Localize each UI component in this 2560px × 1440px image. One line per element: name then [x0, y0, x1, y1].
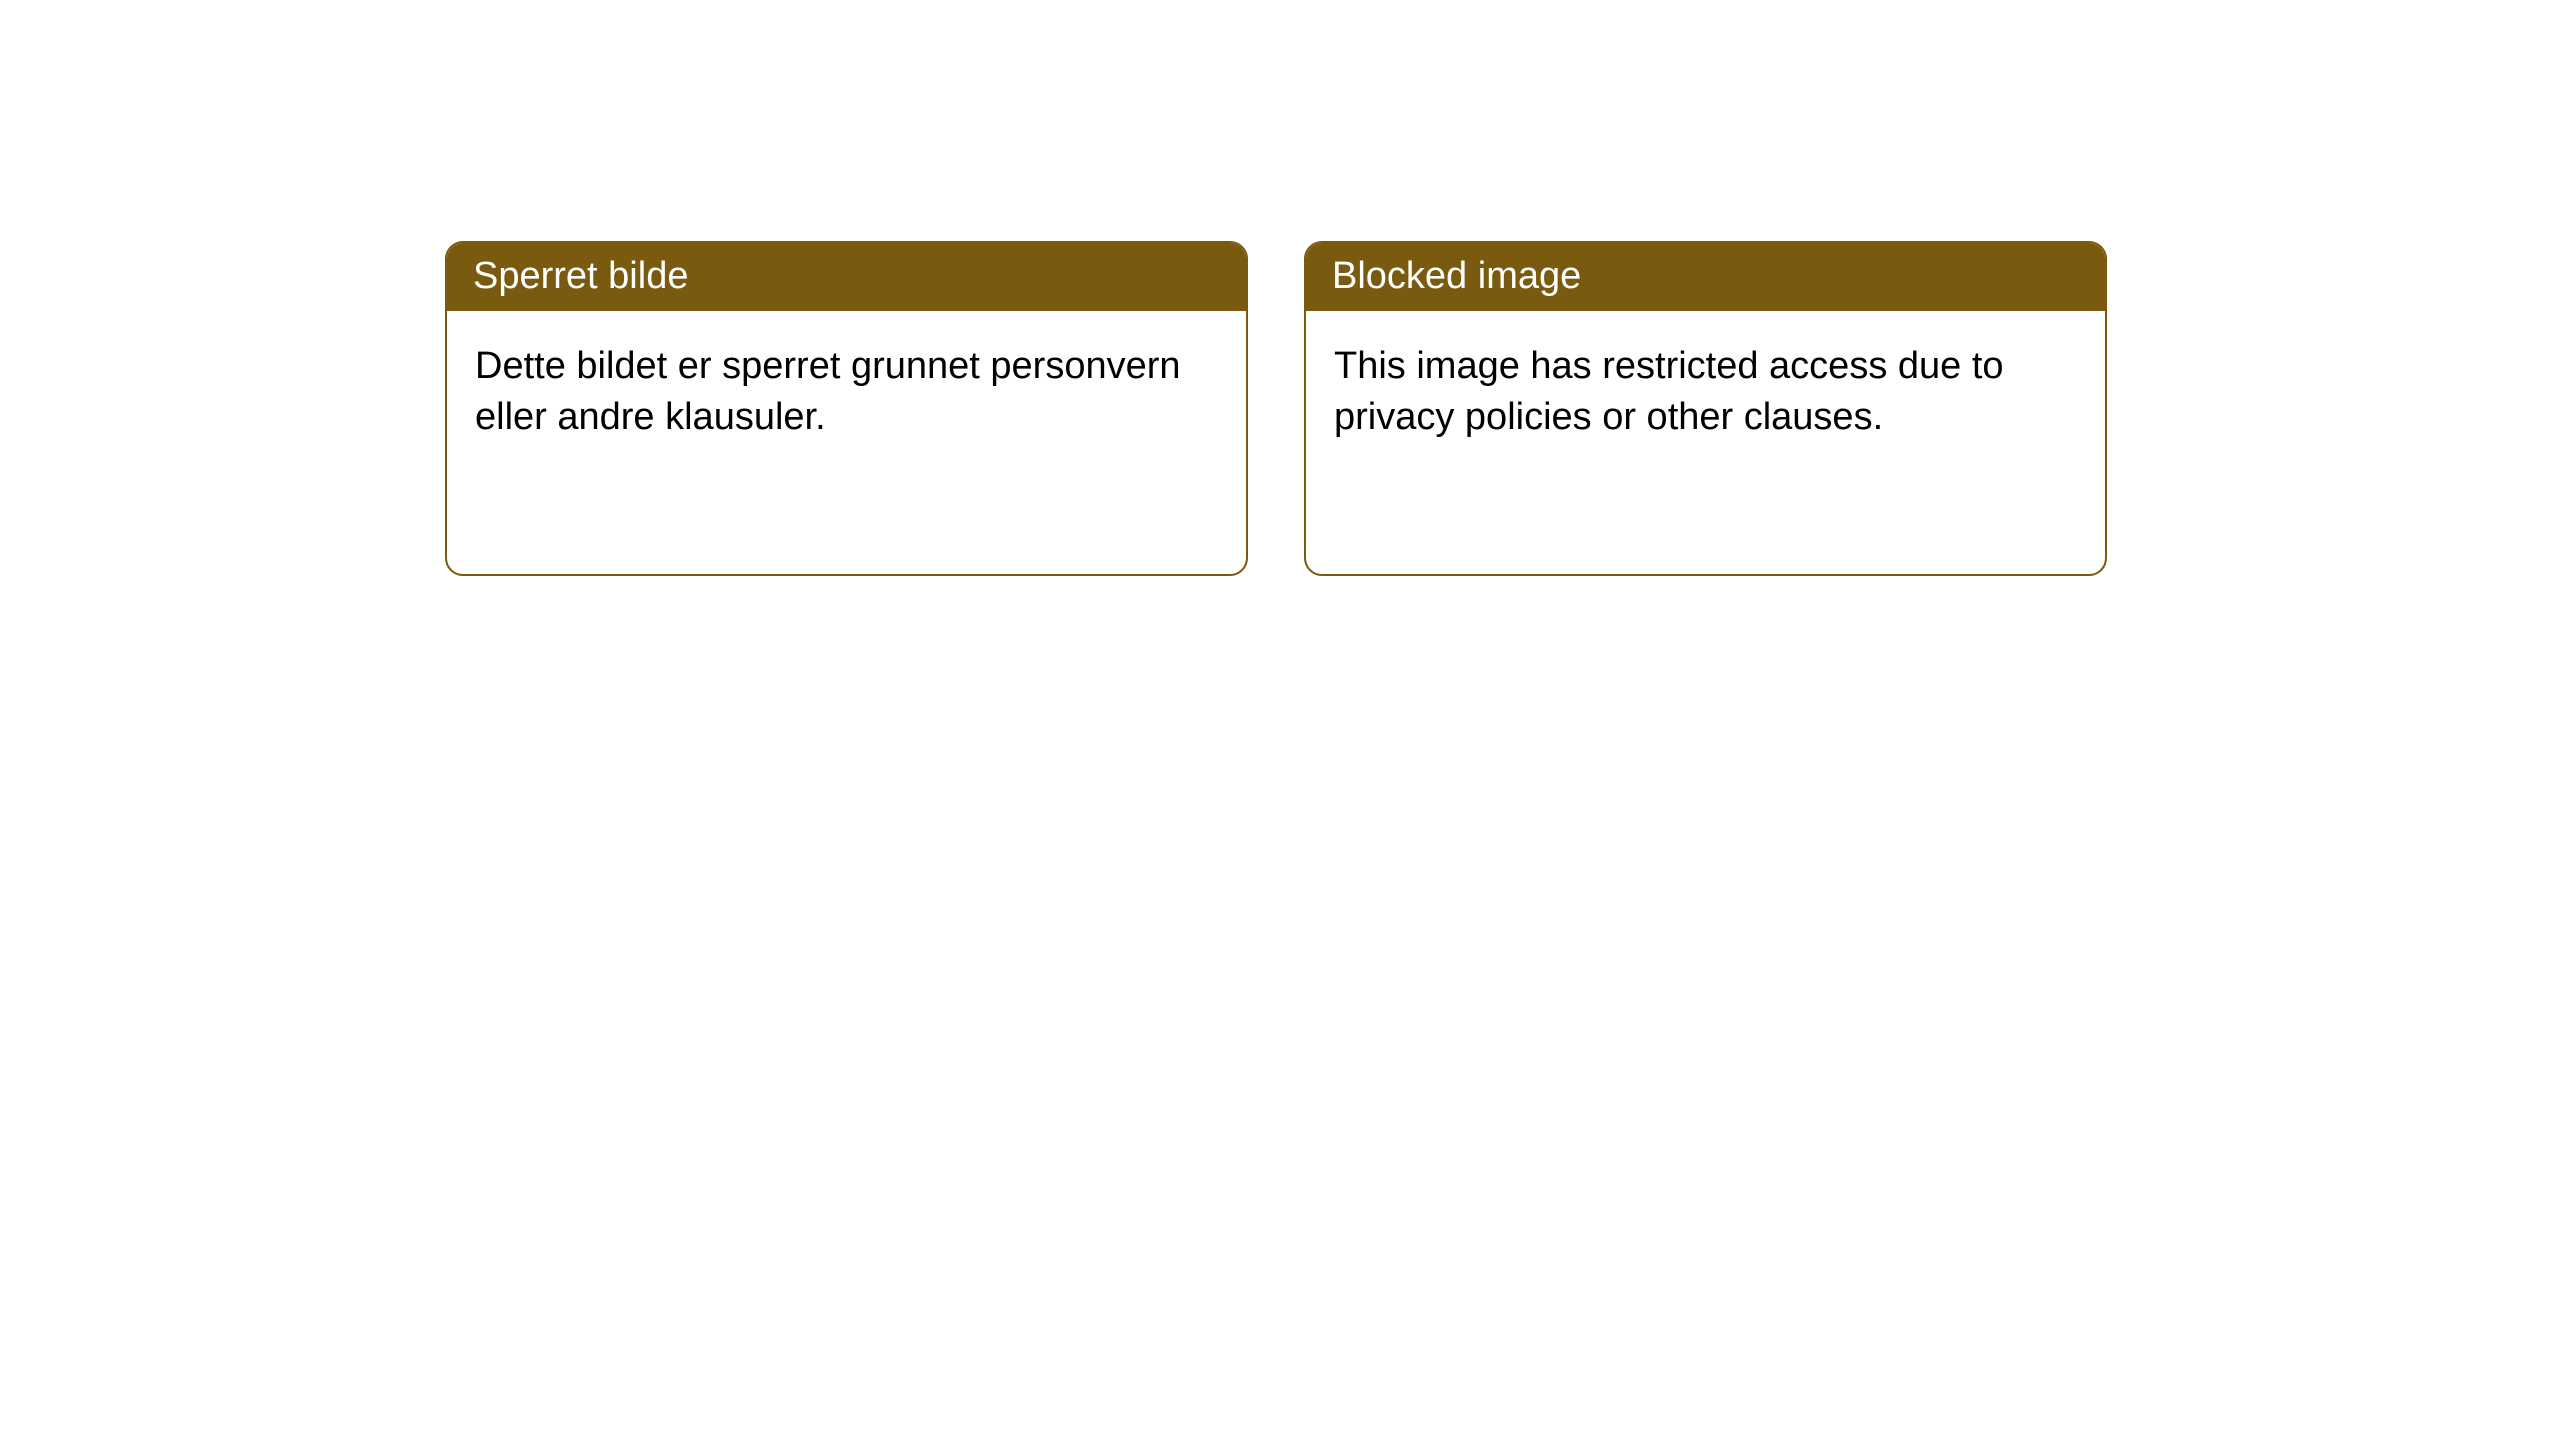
blocked-image-cards: Sperret bilde Dette bildet er sperret gr…: [445, 241, 2107, 576]
card-body-english: This image has restricted access due to …: [1306, 311, 2105, 474]
card-title-english: Blocked image: [1306, 243, 2105, 311]
card-norwegian: Sperret bilde Dette bildet er sperret gr…: [445, 241, 1248, 576]
card-body-norwegian: Dette bildet er sperret grunnet personve…: [447, 311, 1246, 474]
card-english: Blocked image This image has restricted …: [1304, 241, 2107, 576]
card-title-norwegian: Sperret bilde: [447, 243, 1246, 311]
